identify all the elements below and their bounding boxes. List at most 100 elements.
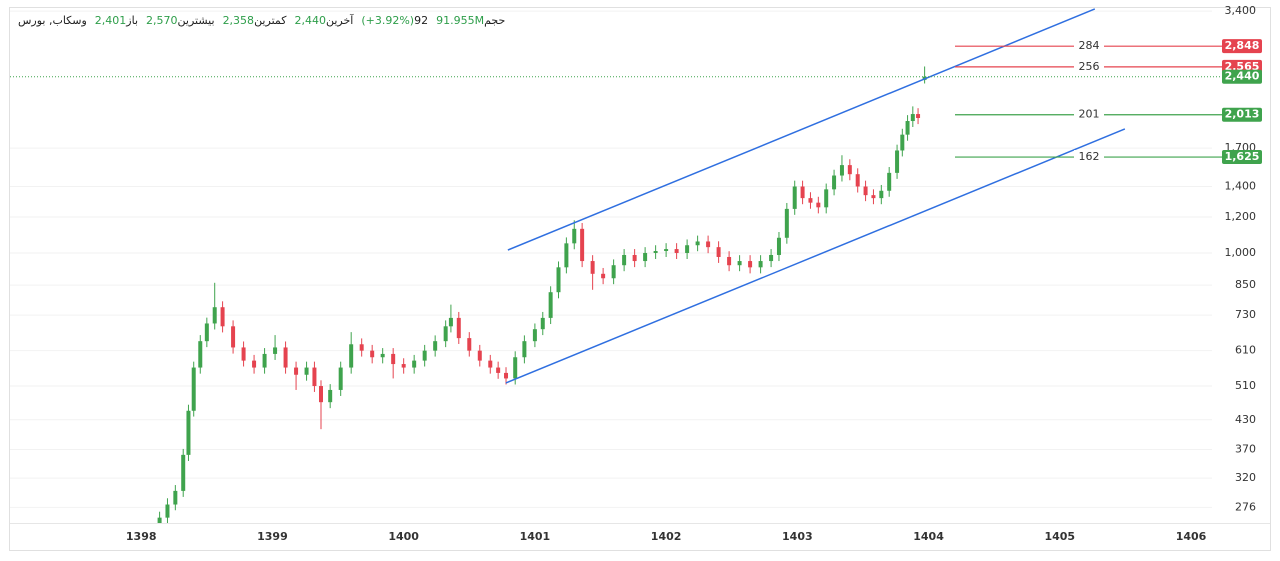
candle-body	[456, 317, 461, 339]
candle-body	[727, 256, 732, 266]
candle-body	[784, 208, 789, 238]
candle-body	[895, 150, 900, 173]
trend-line	[507, 8, 1096, 251]
candle-body	[304, 367, 309, 375]
candle-body	[572, 228, 577, 244]
candle-body	[477, 350, 482, 361]
x-tick-label: 1404	[913, 530, 944, 543]
header-field: 2,401باز	[95, 14, 138, 27]
x-tick-label: 1405	[1044, 530, 1075, 543]
candle-body	[522, 341, 527, 358]
price-badge-label: 2,440	[1225, 70, 1260, 83]
x-tick-label: 1398	[126, 530, 157, 543]
price-badge	[1222, 150, 1262, 165]
level-label-bg	[1074, 150, 1104, 165]
candle-body	[433, 341, 438, 351]
candle-body	[716, 247, 721, 257]
candle-body	[871, 195, 876, 199]
candle-body	[632, 254, 637, 262]
y-tick-label: 730	[1235, 308, 1256, 321]
field-label: آخرین	[325, 14, 354, 27]
candle-body	[241, 347, 246, 361]
candle-body	[391, 353, 396, 365]
level-label: 162	[1079, 150, 1100, 163]
y-tick-label: 430	[1235, 413, 1256, 426]
candle-body	[157, 517, 162, 523]
price-badge	[1222, 69, 1262, 84]
candle-body	[776, 237, 781, 255]
candle-body	[800, 186, 805, 199]
candle-body	[601, 273, 606, 279]
candle-body	[556, 267, 561, 293]
candle-body	[204, 323, 209, 342]
candle-body	[532, 329, 537, 342]
candle-body	[318, 386, 323, 403]
candle-body	[488, 360, 493, 368]
level-label: 201	[1079, 108, 1100, 121]
chart-frame	[9, 7, 1271, 551]
candle-body	[674, 249, 679, 253]
candle-body	[695, 241, 700, 246]
candle-body	[443, 326, 448, 342]
candle-body	[916, 114, 921, 119]
candle-body	[839, 165, 844, 176]
field-value: 2,401	[94, 14, 127, 27]
candle-body	[181, 454, 186, 491]
price-badge	[1222, 107, 1262, 122]
candle-body	[590, 261, 595, 274]
y-tick-label: 510	[1235, 379, 1256, 392]
y-tick-label: 850	[1235, 278, 1256, 291]
candle-body	[283, 347, 288, 368]
x-tick-label: 1406	[1176, 530, 1207, 543]
candle-body	[653, 251, 658, 253]
level-label-bg	[1074, 59, 1104, 74]
candle-body	[808, 198, 813, 203]
candle-body	[900, 134, 905, 151]
candle-body	[580, 228, 585, 262]
candle-body	[847, 165, 852, 175]
y-tick-label: 1,200	[1225, 210, 1257, 223]
field-value: 2,570	[146, 14, 178, 27]
candle-body	[664, 249, 669, 252]
level-label-bg	[1074, 39, 1104, 54]
field-value: 2,440	[294, 14, 326, 27]
candle-body	[231, 326, 236, 348]
candle-body	[816, 202, 821, 208]
field-value: 2,358	[222, 14, 255, 27]
candle-body	[564, 243, 569, 268]
x-tick-label: 1402	[651, 530, 682, 543]
y-tick-label: 1,000	[1225, 246, 1257, 259]
candle-body	[887, 172, 892, 191]
candle-body	[855, 174, 860, 187]
x-tick-label: 1401	[520, 530, 551, 543]
field-label: 92	[414, 14, 429, 27]
price-badge-label: 1,625	[1225, 150, 1260, 163]
candle-body	[328, 389, 333, 403]
candle-body	[294, 367, 299, 375]
candle-body	[165, 504, 170, 518]
candle-body	[758, 261, 763, 268]
y-tick-label: 370	[1235, 442, 1256, 455]
candle-body	[863, 186, 868, 196]
price-badge-label: 2,013	[1225, 108, 1260, 121]
y-tick-label: 1,400	[1225, 179, 1257, 192]
candle-body	[262, 353, 267, 368]
candle-body	[792, 186, 797, 209]
candle-body	[706, 241, 711, 248]
candle-body	[186, 410, 191, 455]
candle-body	[401, 364, 406, 368]
header-field: 2,358کمترین	[223, 14, 287, 27]
candle-body	[832, 175, 837, 190]
symbol: وسکاب, بورس	[18, 14, 87, 27]
header-field: 2,440آخرین	[294, 14, 353, 27]
candle-body	[769, 254, 774, 262]
y-tick-label: 3,400	[1225, 4, 1257, 17]
candle-body	[252, 360, 257, 368]
candle-body	[448, 317, 453, 327]
candle-body	[312, 367, 317, 387]
field-label: باز	[126, 14, 139, 27]
candle-body	[467, 338, 472, 351]
level-label: 284	[1079, 39, 1100, 52]
candle-body	[273, 347, 278, 354]
candle-body	[910, 114, 915, 122]
